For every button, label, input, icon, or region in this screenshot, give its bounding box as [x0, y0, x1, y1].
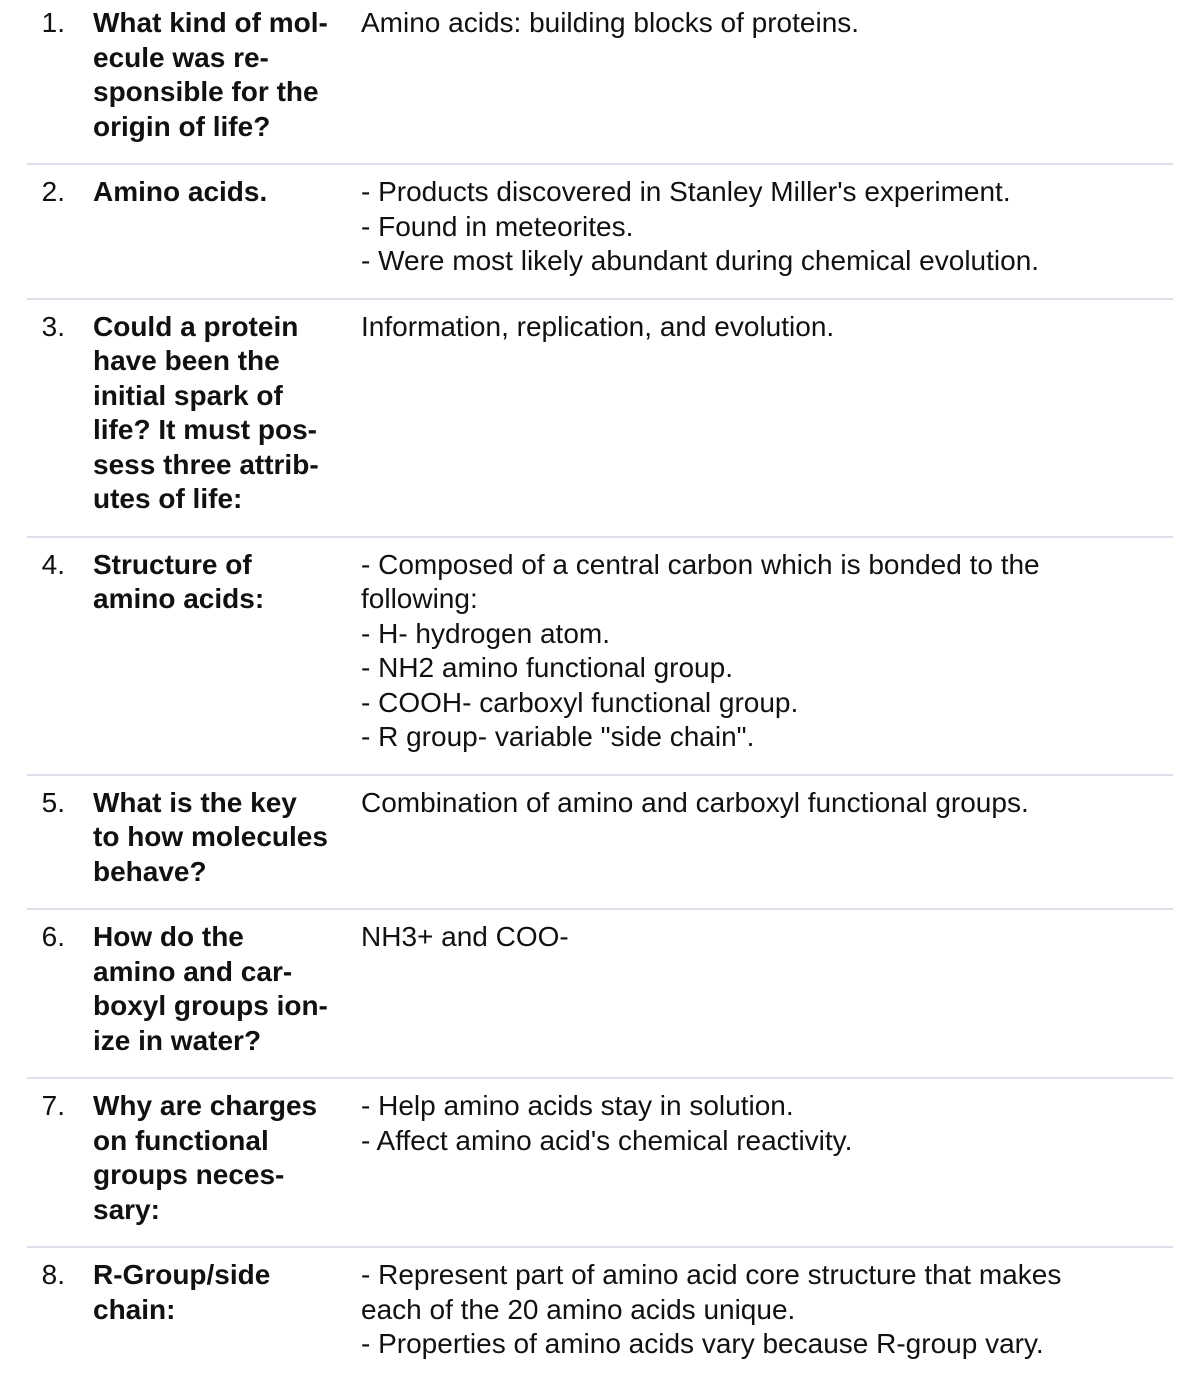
- card-number: 1.: [41, 7, 65, 38]
- card-number: 5.: [41, 786, 65, 818]
- card-definition: Amino acids: building blocks of proteins…: [361, 7, 860, 38]
- card-term: What kind of mol- ecule was re- sponsibl…: [93, 7, 328, 142]
- card-term: R-Group/side chain:: [93, 1259, 271, 1325]
- card-row: 2. Amino acids. - Products discovered in…: [27, 165, 1173, 300]
- card-term: Why are charges on functional groups nec…: [93, 1090, 318, 1225]
- card-number: 6.: [41, 921, 65, 952]
- card-row: 4. Structure of amino acids: - Composed …: [27, 538, 1173, 776]
- card-row: 1. What kind of mol- ecule was re- spons…: [27, 0, 1173, 165]
- card-number: 7.: [41, 1090, 65, 1121]
- card-row: 3. Could a protein have been the initial…: [27, 300, 1173, 538]
- card-number: 2.: [41, 176, 65, 207]
- card-row: 7. Why are charges on functional groups …: [27, 1079, 1173, 1248]
- card-number: 3.: [41, 310, 65, 342]
- card-row: 5. What is the key to how molecules beha…: [27, 776, 1173, 910]
- card-definition: - Composed of a central carbon which is …: [361, 548, 1040, 753]
- card-number: 4.: [41, 548, 65, 580]
- card-term: What is the key to how molecules behave?: [93, 786, 328, 887]
- card-row: 8. R-Group/side chain: - Represent part …: [27, 1248, 1173, 1381]
- card-definition: NH3+ and COO-: [361, 921, 569, 952]
- card-definition: - Help amino acids stay in solution. - A…: [361, 1090, 853, 1156]
- card-term: How do the amino and car- boxyl groups i…: [93, 921, 328, 1056]
- card-number: 8.: [41, 1259, 65, 1290]
- card-definition: - Represent part of amino acid core stru…: [361, 1259, 1062, 1359]
- flashcard-list: 1. What kind of mol- ecule was re- spons…: [27, 0, 1173, 1381]
- card-definition: - Products discovered in Stanley Miller'…: [361, 176, 1040, 276]
- card-term: Structure of amino acids:: [93, 548, 265, 615]
- card-row: 6. How do the amino and car- boxyl group…: [27, 910, 1173, 1079]
- card-term: Amino acids.: [93, 176, 268, 207]
- card-term: Could a protein have been the initial sp…: [93, 310, 319, 515]
- card-definition: Information, replication, and evolution.: [361, 310, 835, 342]
- card-definition: Combination of amino and carboxyl functi…: [361, 786, 1029, 818]
